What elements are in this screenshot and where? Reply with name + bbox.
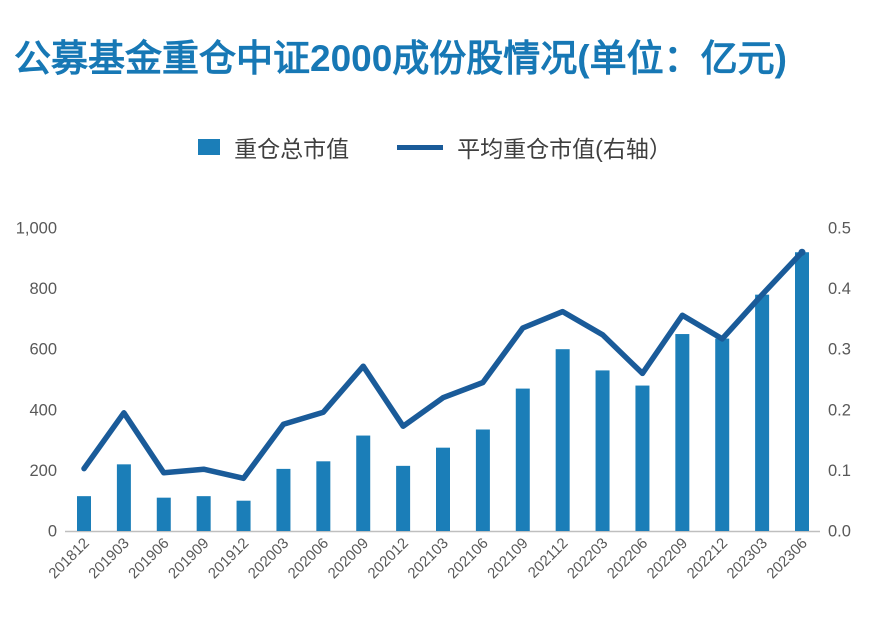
x-axis-tick-label: 201903: [85, 535, 132, 582]
bar-202306: [795, 252, 809, 532]
x-axis-tick-label: 202212: [684, 535, 731, 582]
legend-label-bar: 重仓总市值: [234, 136, 350, 162]
y-axis-right-tick-label: 0.5: [828, 220, 851, 238]
x-axis-tick-label: 202109: [484, 535, 531, 582]
chart-title: 公募基金重仓中证2000成份股情况(单位：亿元): [14, 38, 787, 79]
bar-201909: [196, 496, 211, 531]
y-axis-left-tick-label: 0: [48, 523, 57, 541]
bar-202106: [475, 429, 490, 531]
bar-202109: [515, 388, 530, 531]
legend-label-line: 平均重仓市值(右轴）: [457, 136, 672, 162]
bar-201903: [116, 464, 131, 531]
y-axis-left-tick-label: 200: [29, 462, 57, 480]
x-axis-tick-label: 202106: [444, 535, 491, 582]
bar-201906: [156, 497, 171, 531]
x-axis-tick-label: 202209: [644, 535, 691, 582]
x-axis-tick-label: 202306: [763, 535, 810, 582]
bar-202209: [675, 334, 690, 531]
y-axis-right-tick-label: 0.2: [828, 401, 851, 419]
y-axis-right-tick-label: 0.1: [828, 462, 851, 480]
combo-chart-svg: 0 200 400 600 800 1,000 0.0 0.1 0.2 0.3 0.4 0.5 2018…: [16, 220, 851, 583]
trend-line-endpoint: [798, 248, 806, 256]
bar-202006: [316, 461, 331, 531]
x-axis-tick-label: 202112: [525, 535, 572, 582]
bar-202203: [595, 370, 610, 531]
bar-202212: [715, 338, 730, 531]
y-axis-left-tick-label: 600: [29, 341, 57, 359]
y-axis-right-tick-label: 0.0: [828, 523, 851, 541]
bar-202103: [436, 447, 450, 531]
x-axis-tick-label: 202203: [564, 535, 611, 582]
x-axis-tick-label: 202303: [724, 535, 771, 582]
x-axis-tick-label: 202206: [604, 535, 651, 582]
bar-202012: [396, 465, 411, 531]
y-axis-right-tick-label: 0.4: [828, 280, 851, 298]
bar-202112: [555, 349, 570, 531]
x-axis-tick-label: 202003: [245, 535, 292, 582]
x-axis-tick-label: 201909: [165, 535, 212, 582]
y-axis-left-tick-label: 1,000: [16, 220, 57, 238]
x-axis-tick-label: 201912: [205, 535, 252, 582]
x-axis-tick-label: 201812: [45, 535, 92, 582]
x-axis-tick-label: 202006: [285, 535, 332, 582]
x-axis-tick-label: 202012: [365, 535, 412, 582]
trend-line: [81, 249, 805, 482]
x-axis-tick-label: 201906: [125, 535, 172, 582]
bar-series-swatch-icon: [198, 139, 221, 155]
y-axis-right-tick-label: 0.3: [828, 341, 851, 359]
y-axis-left-tick-label: 400: [29, 401, 57, 419]
bar-201912: [236, 500, 251, 531]
x-axis-tick-label: 202103: [404, 535, 451, 582]
bar-202303: [755, 294, 770, 531]
bar-202009: [356, 435, 371, 531]
y-axis-left-tick-label: 800: [29, 280, 57, 298]
chart-area: 0 200 400 600 800 1,000 0.0 0.1 0.2 0.3 0.4 0.5 2018…: [0, 190, 870, 635]
bar-201812: [77, 496, 91, 531]
x-axis-tick-label: 202009: [325, 535, 372, 582]
legend-item-line-series: 平均重仓市值(右轴）: [397, 130, 672, 164]
bar-202003: [276, 468, 291, 531]
legend: 重仓总市值 平均重仓市值(右轴）: [0, 130, 870, 164]
legend-item-bar-series: 重仓总市值: [198, 130, 349, 164]
bar-202206: [635, 385, 650, 531]
line-series-swatch-icon: [397, 144, 444, 150]
